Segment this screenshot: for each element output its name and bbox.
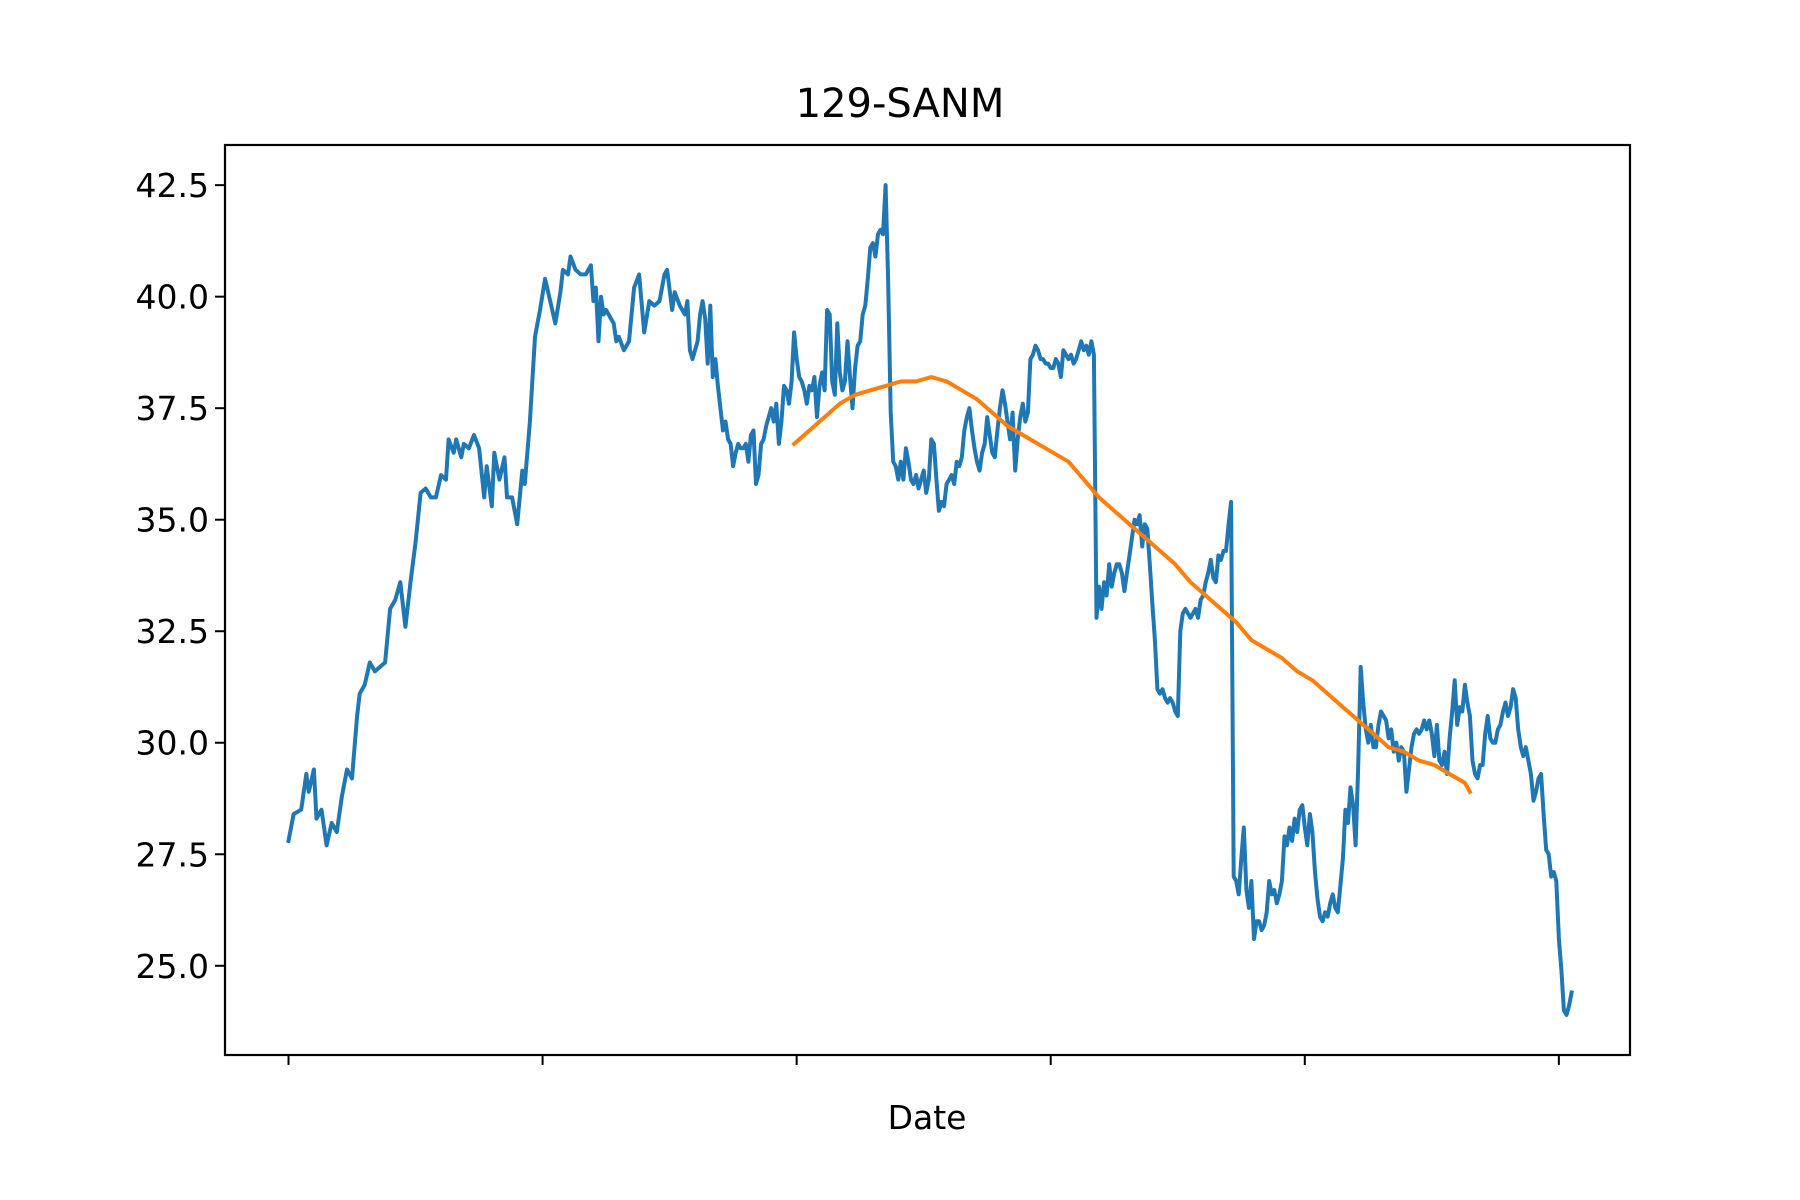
x-axis-label: Date	[888, 1098, 967, 1137]
y-tick-label: 25.0	[136, 947, 209, 986]
y-tick-label: 30.0	[136, 724, 209, 763]
y-tick-label: 35.0	[136, 501, 209, 540]
y-tick-label: 32.5	[136, 612, 209, 651]
y-tick-label: 37.5	[136, 389, 209, 428]
chart-title: 129-SANM	[796, 81, 1005, 127]
y-tick-label: 27.5	[136, 835, 209, 874]
plot-series	[286, 183, 1574, 1017]
x-axis-ticks	[287, 1055, 1560, 1065]
plot-frame	[223, 143, 1632, 1057]
y-tick-label: 42.5	[136, 166, 209, 205]
y-axis-ticks: 25.0 27.5 30.0 32.5 35.0 37.5 40.0 42.5	[136, 166, 225, 986]
series-line-2	[791, 375, 1473, 795]
series-line-1	[286, 183, 1574, 1017]
y-tick-label: 40.0	[136, 278, 209, 317]
